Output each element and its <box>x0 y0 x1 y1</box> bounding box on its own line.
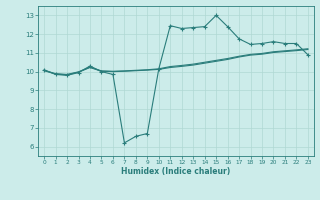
X-axis label: Humidex (Indice chaleur): Humidex (Indice chaleur) <box>121 167 231 176</box>
